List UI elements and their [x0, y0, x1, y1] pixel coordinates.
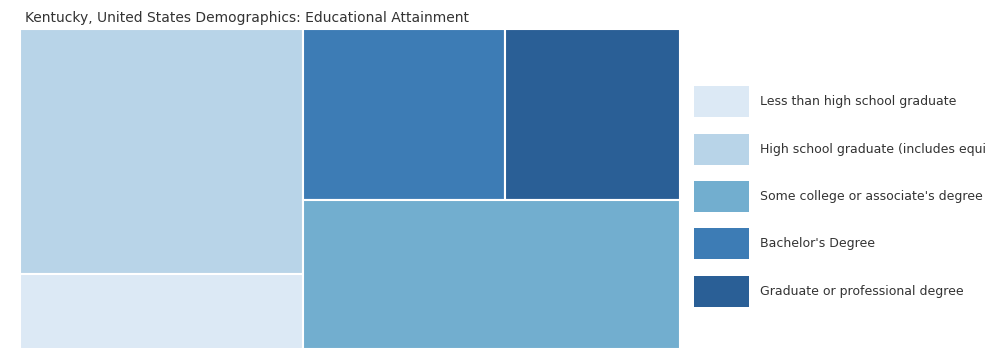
FancyBboxPatch shape	[303, 201, 680, 349]
Text: Some college or associate's degree: Some college or associate's degree	[760, 190, 983, 203]
FancyBboxPatch shape	[303, 29, 504, 201]
FancyBboxPatch shape	[504, 29, 680, 201]
FancyBboxPatch shape	[20, 274, 303, 349]
Text: High school graduate (includes equivalency): High school graduate (includes equivalen…	[760, 143, 985, 156]
Text: Bachelor's Degree: Bachelor's Degree	[760, 237, 876, 250]
Text: Less than high school graduate: Less than high school graduate	[760, 95, 956, 108]
Text: Kentucky, United States Demographics: Educational Attainment: Kentucky, United States Demographics: Ed…	[25, 11, 469, 25]
FancyBboxPatch shape	[20, 29, 303, 274]
Text: Graduate or professional degree: Graduate or professional degree	[760, 285, 964, 298]
